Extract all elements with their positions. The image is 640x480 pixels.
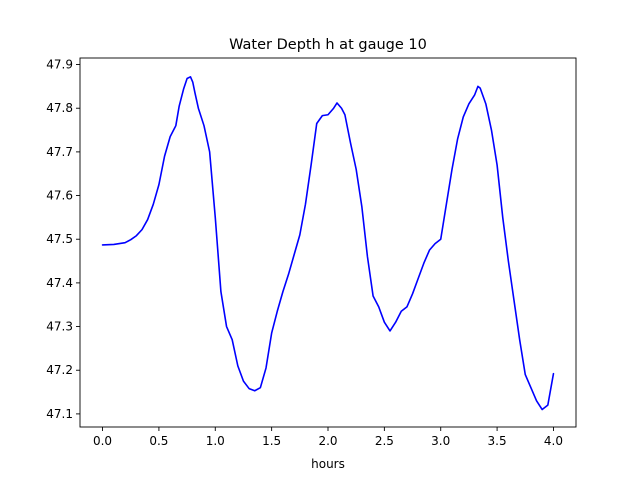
x-tick-label: 1.0: [206, 434, 225, 448]
y-tick-label: 47.7: [46, 145, 73, 159]
x-tick-label: 2.5: [375, 434, 394, 448]
x-tick-label: 3.0: [431, 434, 450, 448]
plot-area: 0.0 0.5 1.0 1.5 2.0 2.5 3.0 3.5 4.0 47.1 47.2 47.3 4…: [46, 57, 577, 448]
x-axis-label: hours: [311, 457, 345, 471]
y-tick-label: 47.8: [46, 101, 73, 115]
series-line-0: [101, 75, 555, 411]
y-tick-label: 47.1: [46, 407, 73, 421]
x-tick-label: 0.0: [93, 434, 112, 448]
y-tick-label: 47.5: [46, 232, 73, 246]
x-tick-label: 4.0: [544, 434, 563, 448]
y-tick-label: 47.6: [46, 189, 73, 203]
x-tick-label: 1.5: [262, 434, 281, 448]
chart-title: Water Depth h at gauge 10: [229, 37, 427, 53]
x-tick-label: 2.0: [318, 434, 337, 448]
x-tick-label: 3.5: [488, 434, 507, 448]
y-tick-label: 47.2: [46, 363, 73, 377]
x-tick-label: 0.5: [149, 434, 168, 448]
y-tick-label: 47.3: [46, 320, 73, 334]
y-tick-label: 47.4: [46, 276, 73, 290]
y-tick-label: 47.9: [46, 58, 73, 72]
